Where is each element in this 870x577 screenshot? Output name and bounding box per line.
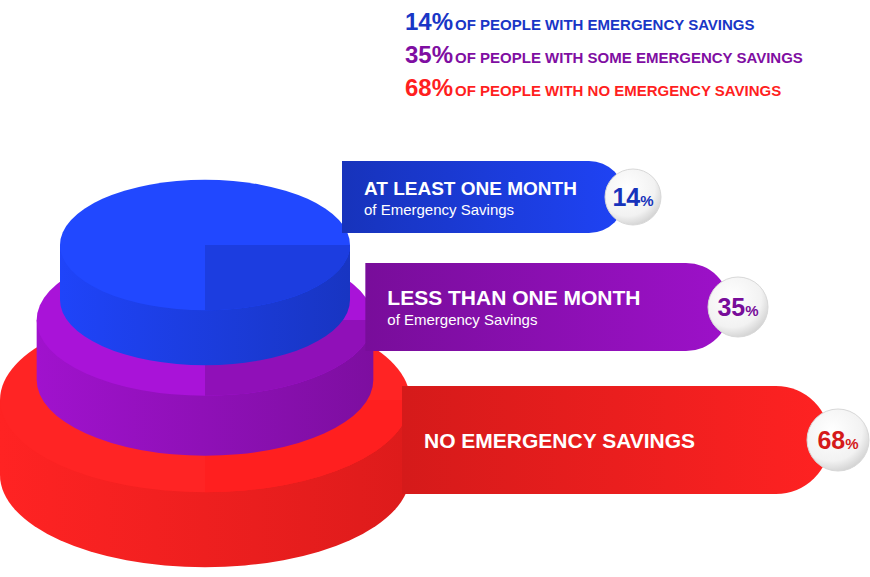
banner-shape xyxy=(365,263,730,351)
tier-top xyxy=(60,180,350,311)
tiers xyxy=(0,180,410,568)
category-subtitle: of Emergency Savings xyxy=(364,201,514,218)
category-subtitle: of Emergency Savings xyxy=(387,311,537,328)
banner: AT LEAST ONE MONTH of Emergency Savings 14… xyxy=(342,161,661,233)
banner: LESS THAN ONE MONTH of Emergency Savings 3… xyxy=(365,263,768,351)
data-label: 14% xyxy=(612,183,653,211)
tier-top-wedge xyxy=(205,245,350,310)
data-label: 68% xyxy=(817,426,858,454)
category-label: LESS THAN ONE MONTH xyxy=(387,286,640,309)
category-label: AT LEAST ONE MONTH xyxy=(364,178,577,199)
data-label: 35% xyxy=(717,293,758,321)
annotation: 14%OF PEOPLE WITH EMERGENCY SAVINGS xyxy=(405,8,755,35)
badge xyxy=(708,277,768,337)
tier xyxy=(60,180,350,366)
banners: AT LEAST ONE MONTH of Emergency Savings 14… xyxy=(342,161,869,494)
annotation: 68%OF PEOPLE WITH NO EMERGENCY SAVINGS xyxy=(405,74,781,101)
category-label: NO EMERGENCY SAVINGS xyxy=(424,429,695,452)
badge xyxy=(605,169,661,225)
banner: NO EMERGENCY SAVINGS 68% xyxy=(402,386,869,494)
badge xyxy=(807,409,869,471)
banner-shape xyxy=(402,386,830,494)
annotation: 35%OF PEOPLE WITH SOME EMERGENCY SAVINGS xyxy=(405,41,803,68)
banner-shape xyxy=(342,161,625,233)
annotations: 14%OF PEOPLE WITH EMERGENCY SAVINGS 35%OF… xyxy=(405,8,803,101)
chart: 14%OF PEOPLE WITH EMERGENCY SAVINGS 35%OF… xyxy=(0,0,870,577)
